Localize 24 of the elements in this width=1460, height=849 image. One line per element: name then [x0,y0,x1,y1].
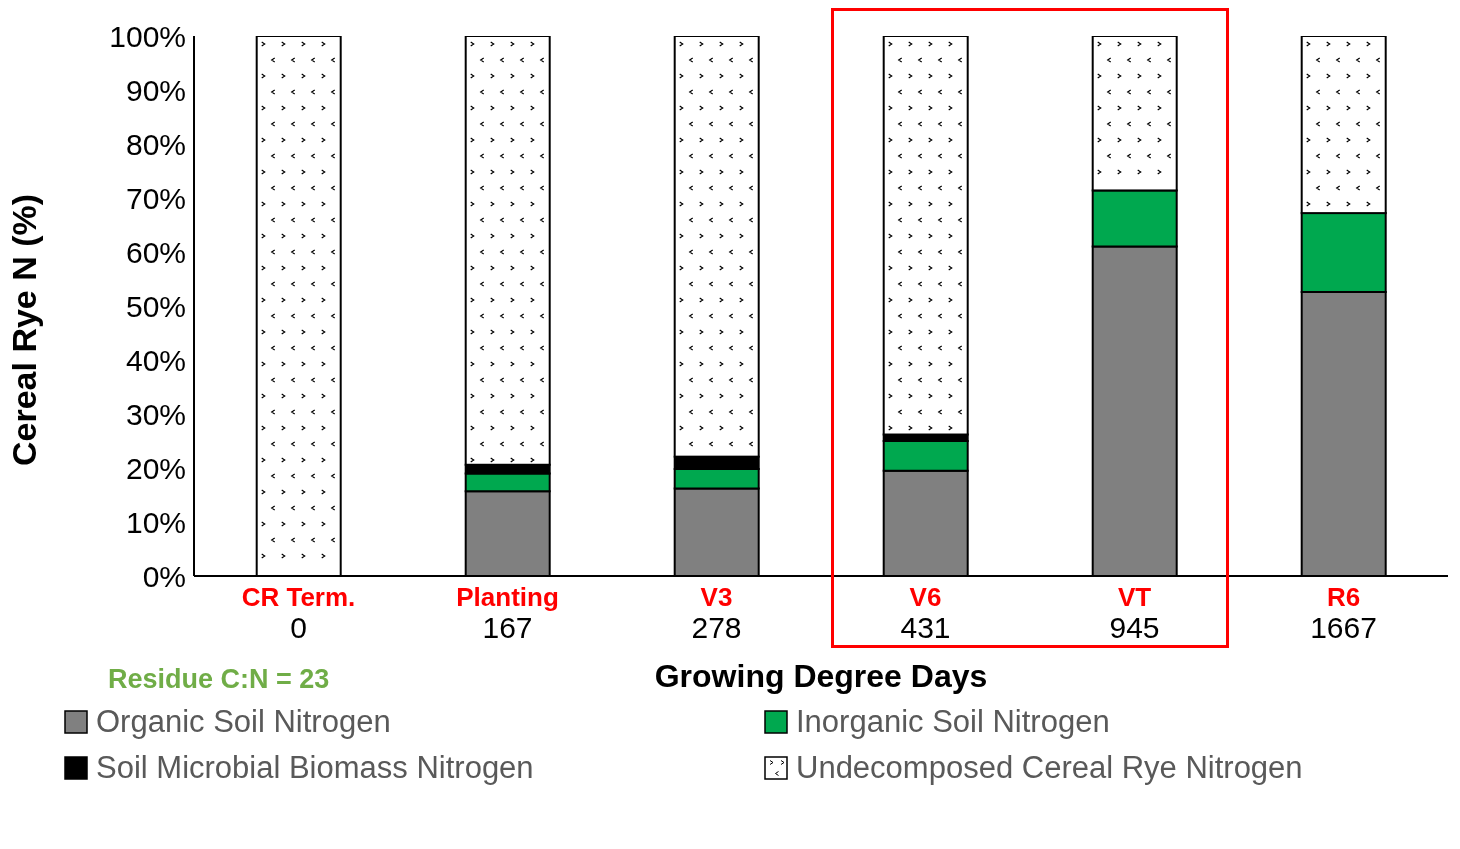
x-tick-label: Planting 167 [456,582,559,644]
y-tick-label: 50% [125,289,186,323]
x-tick-label: V3 278 [691,582,742,644]
text: Residue C:N = 23 [108,664,330,695]
y-tick-label: 100% [109,19,186,53]
y-axis-title: Cereal Rye N (%) [5,193,44,466]
y-tick-label: 90% [125,73,186,107]
y-tick-label: 30% [125,397,186,431]
y-tick-label: 60% [125,235,186,269]
x-tick-label: VT 945 [1109,582,1160,644]
legend-label: Undecomposed Cereal Rye Nitrogen [796,750,1303,786]
y-tick-label: 0% [142,559,186,593]
x-axis-title: Growing Degree Days [654,658,988,694]
x-tick-label: V6 431 [900,582,951,644]
legend-label: Soil Microbial Biomass Nitrogen [96,750,534,786]
y-tick-label: 10% [125,505,186,539]
y-tick-label: 70% [125,181,186,215]
legend-label: Inorganic Soil Nitrogen [796,704,1110,740]
y-tick-label: 20% [125,451,186,485]
legend-label: Organic Soil Nitrogen [96,704,391,740]
x-tick-label: R6 1667 [1310,582,1377,644]
y-tick-label: 80% [125,127,186,161]
x-tick-label: CR Term. 0 [241,582,356,644]
y-tick-label: 40% [125,343,186,377]
